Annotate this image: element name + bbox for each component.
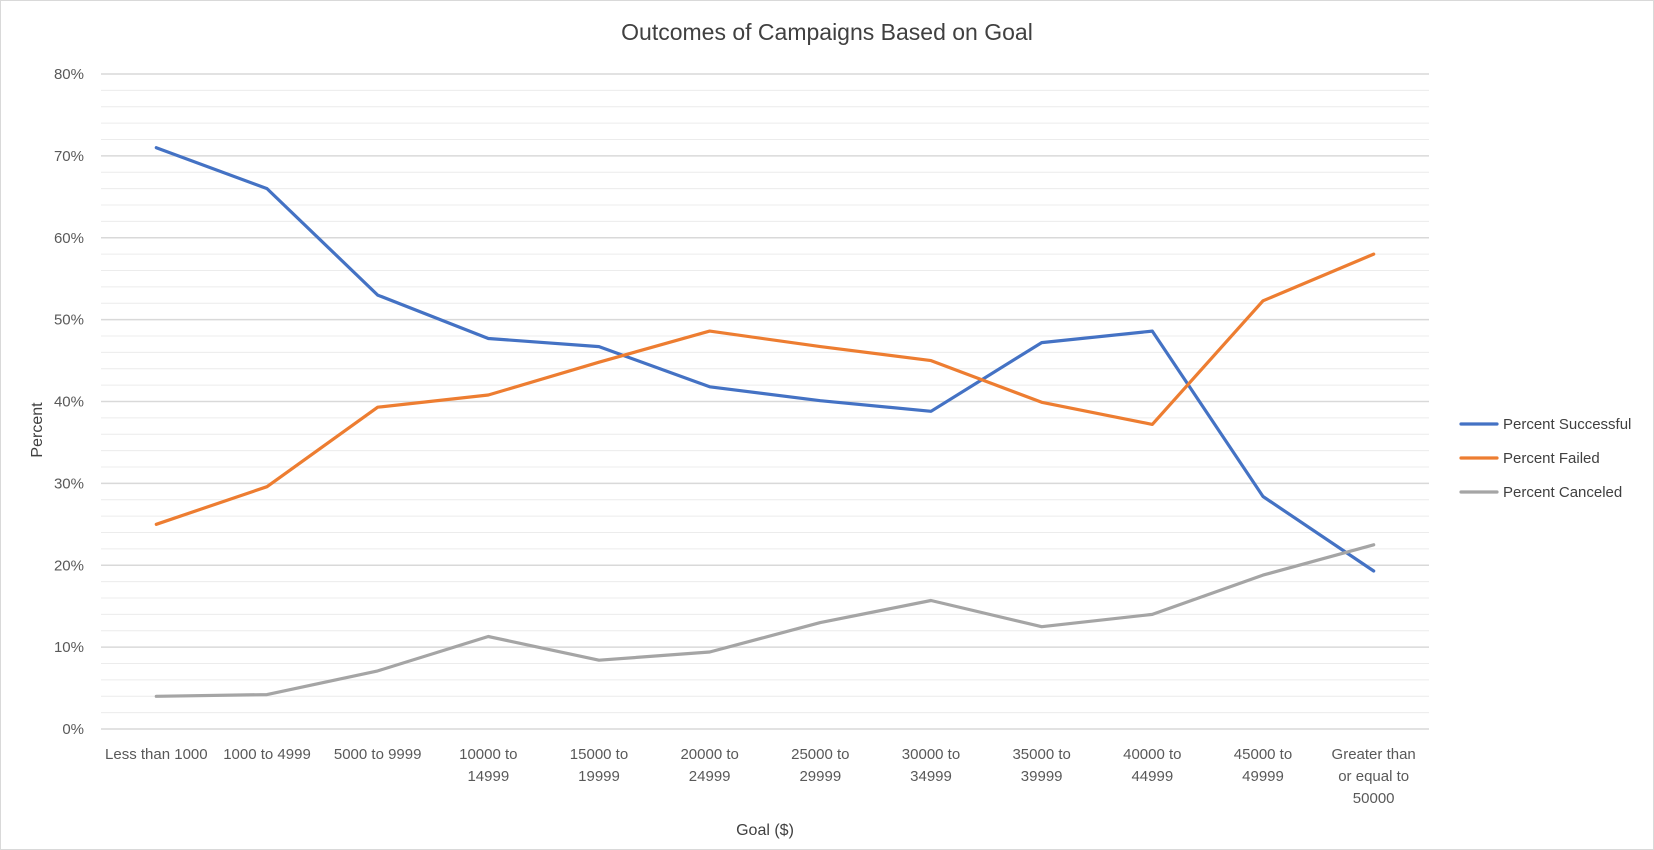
- x-tick-label-line: 25000 to: [791, 746, 849, 763]
- y-tick-label: 40%: [54, 394, 84, 411]
- x-tick-label-line: 49999: [1242, 768, 1284, 785]
- x-tick-label-line: 30000 to: [902, 746, 960, 763]
- y-axis-title: Percent: [29, 402, 46, 458]
- data-point: [1150, 329, 1154, 333]
- data-point: [1040, 400, 1044, 404]
- y-tick-label: 60%: [54, 230, 84, 247]
- x-tick-label: 20000 to 24999: [680, 746, 738, 785]
- x-tick-label-line: Greater than: [1332, 746, 1416, 763]
- legend-label: Percent Successful: [1503, 416, 1631, 433]
- x-tick-label: 40000 to 44999: [1123, 746, 1181, 785]
- x-tick-label-line: 35000 to: [1012, 746, 1070, 763]
- y-tick-label: 10%: [54, 639, 84, 656]
- x-tick-label: 25000 to 29999: [791, 746, 849, 785]
- x-tick-label: 45000 to 49999: [1234, 746, 1292, 785]
- y-tick-label: 0%: [62, 721, 84, 738]
- x-tick-label-line: 45000 to: [1234, 746, 1292, 763]
- x-tick-label: 35000 to 39999: [1012, 746, 1070, 785]
- data-point: [818, 621, 822, 625]
- data-point: [265, 485, 269, 489]
- x-tick-label: 15000 to 19999: [570, 746, 628, 785]
- x-tick-label-line: 24999: [689, 768, 731, 785]
- data-point: [708, 329, 712, 333]
- x-tick-label: 30000 to 34999: [902, 746, 960, 785]
- x-tick-label-line: 44999: [1131, 768, 1173, 785]
- x-tick-label: Less than 1000: [105, 746, 208, 763]
- data-point: [929, 598, 933, 602]
- gridlines: [101, 73, 1429, 730]
- data-point: [1040, 625, 1044, 629]
- series-line-2: [154, 252, 1376, 526]
- y-tick-label: 70%: [54, 148, 84, 165]
- x-tick-label-line: 15000 to: [570, 746, 628, 763]
- data-point: [265, 187, 269, 191]
- x-tick-label: Greater than or equal to 50000: [1332, 746, 1416, 807]
- x-tick-label: 1000 to 4999: [223, 746, 311, 763]
- data-point: [486, 634, 490, 638]
- data-point: [1040, 341, 1044, 345]
- data-point: [376, 669, 380, 673]
- x-tick-label-line: 29999: [799, 768, 841, 785]
- data-point: [154, 146, 158, 150]
- x-tick-label: 5000 to 9999: [334, 746, 422, 763]
- x-tick-label-line: 1000 to 4999: [223, 746, 311, 763]
- data-point: [708, 650, 712, 654]
- data-point: [1372, 569, 1376, 573]
- data-point: [1150, 612, 1154, 616]
- data-point: [597, 345, 601, 349]
- data-point: [376, 405, 380, 409]
- data-point: [376, 293, 380, 297]
- x-tick-label-line: 20000 to: [680, 746, 738, 763]
- series-line-3: [154, 543, 1376, 698]
- data-point: [597, 658, 601, 662]
- x-tick-label-line: Less than 1000: [105, 746, 208, 763]
- x-tick-label-line: 34999: [910, 768, 952, 785]
- data-point: [818, 345, 822, 349]
- data-point: [1261, 573, 1265, 577]
- x-tick-label-line: 50000: [1353, 790, 1395, 807]
- x-tick-label-line: 14999: [467, 768, 509, 785]
- x-tick-label-line: 40000 to: [1123, 746, 1181, 763]
- data-point: [1150, 422, 1154, 426]
- data-point: [1261, 299, 1265, 303]
- data-point: [1372, 252, 1376, 256]
- x-tick-label-line: 19999: [578, 768, 620, 785]
- series-line-1: [154, 146, 1376, 573]
- data-point: [597, 360, 601, 364]
- data-point: [486, 393, 490, 397]
- series-lines: [154, 146, 1376, 698]
- y-tick-label: 50%: [54, 312, 84, 329]
- legend-label: Percent Canceled: [1503, 484, 1622, 501]
- x-tick-label-line: or equal to: [1338, 768, 1409, 785]
- y-tick-label: 20%: [54, 557, 84, 574]
- data-point: [265, 693, 269, 697]
- y-tick-label: 30%: [54, 475, 84, 492]
- x-tick-label-line: 39999: [1021, 768, 1063, 785]
- data-point: [708, 385, 712, 389]
- data-point: [154, 522, 158, 526]
- x-axis-ticks: Less than 1000 1000 to 4999 5000 to 9999 10…: [105, 746, 1416, 807]
- y-tick-label: 80%: [54, 66, 84, 83]
- x-tick-label-line: 5000 to 9999: [334, 746, 422, 763]
- data-point: [154, 694, 158, 698]
- x-tick-label: 10000 to 14999: [459, 746, 517, 785]
- x-tick-label-line: 10000 to: [459, 746, 517, 763]
- y-axis-ticks: 0% 10% 20% 30% 40% 50% 60% 70% 80%: [54, 66, 84, 738]
- chart-title: Outcomes of Campaigns Based on Goal: [621, 19, 1033, 45]
- data-point: [1261, 494, 1265, 498]
- data-point: [929, 359, 933, 363]
- data-point: [929, 409, 933, 413]
- x-axis-title: Goal ($): [736, 822, 794, 839]
- data-point: [818, 399, 822, 403]
- legend-label: Percent Failed: [1503, 450, 1600, 467]
- data-point: [1372, 543, 1376, 547]
- legend: Percent Successful Percent Failed Percent …: [1459, 416, 1631, 501]
- data-point: [486, 336, 490, 340]
